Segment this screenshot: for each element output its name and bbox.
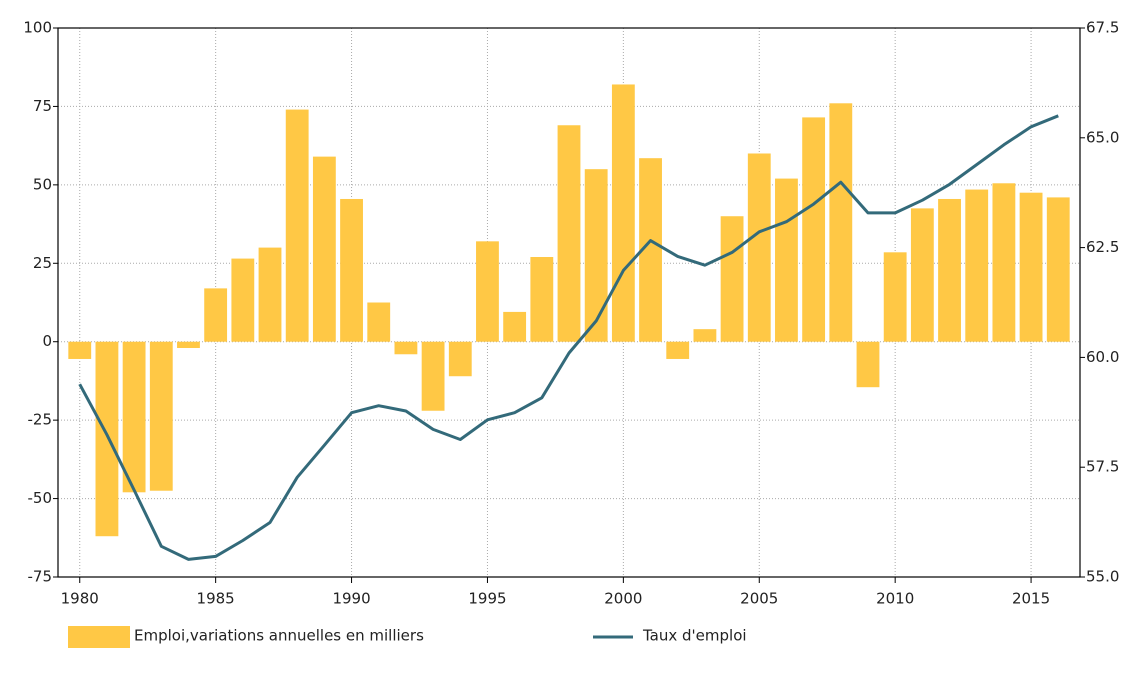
bar [856, 341, 880, 388]
y-tick-label: -25 [28, 411, 53, 429]
bar [611, 84, 635, 342]
legend-label: Emploi,variations annuelles en milliers [134, 627, 424, 645]
y-tick-label: -50 [28, 489, 53, 507]
y-tick-label: 50 [33, 175, 52, 193]
bar [666, 341, 690, 359]
x-tick-label: 1980 [61, 590, 99, 608]
bar [122, 341, 146, 493]
bar [584, 169, 608, 342]
bar [231, 258, 255, 342]
bar [829, 103, 853, 342]
bar [693, 329, 717, 342]
x-tick-label: 2005 [740, 590, 778, 608]
bar [340, 198, 363, 342]
bar [720, 216, 744, 342]
bar [992, 183, 1016, 342]
plot-frame [57, 27, 1081, 578]
legend-swatch [68, 626, 130, 648]
bar [747, 153, 771, 342]
bar [68, 341, 92, 359]
x-tick-label: 1990 [332, 590, 370, 608]
x-tick-label: 2000 [604, 590, 642, 608]
bar [1019, 192, 1043, 342]
y2-tick-label: 55.0 [1086, 568, 1119, 586]
bar [448, 341, 472, 377]
bar [177, 341, 200, 348]
y-tick-label: 100 [23, 19, 52, 37]
bar [204, 288, 228, 342]
line [78, 114, 1059, 561]
y2-tick-label: 62.5 [1086, 238, 1119, 256]
y2-tick-label: 57.5 [1086, 458, 1119, 476]
bar [883, 252, 907, 342]
bar [258, 247, 282, 342]
bar [557, 125, 581, 342]
bar [476, 241, 499, 342]
y2-tick-label: 67.5 [1086, 19, 1119, 37]
bar [1046, 197, 1070, 342]
bar [910, 208, 934, 342]
x-tick-label: 1995 [468, 590, 506, 608]
y2-tick-label: 60.0 [1086, 348, 1119, 366]
bar [938, 198, 961, 342]
bar [285, 109, 309, 342]
legend-label: Taux d'emploi [642, 627, 747, 645]
bar [367, 302, 391, 342]
bar [421, 341, 445, 411]
y-tick-label: 25 [33, 254, 52, 272]
y-tick-label: 75 [33, 97, 52, 115]
bar [503, 311, 527, 342]
bar [95, 341, 119, 537]
y2-tick-label: 65.0 [1086, 128, 1119, 146]
bar [530, 257, 554, 342]
bar [149, 341, 173, 491]
bar [639, 158, 662, 342]
bar [802, 117, 826, 342]
x-tick-label: 2010 [876, 590, 914, 608]
bar [312, 156, 336, 342]
bar [394, 341, 418, 355]
bar [965, 189, 989, 342]
y-tick-label: 0 [42, 332, 52, 350]
bar [775, 178, 798, 342]
x-tick-label: 2015 [1012, 590, 1050, 608]
x-tick-label: 1985 [197, 590, 235, 608]
y-tick-label: -75 [28, 568, 53, 586]
